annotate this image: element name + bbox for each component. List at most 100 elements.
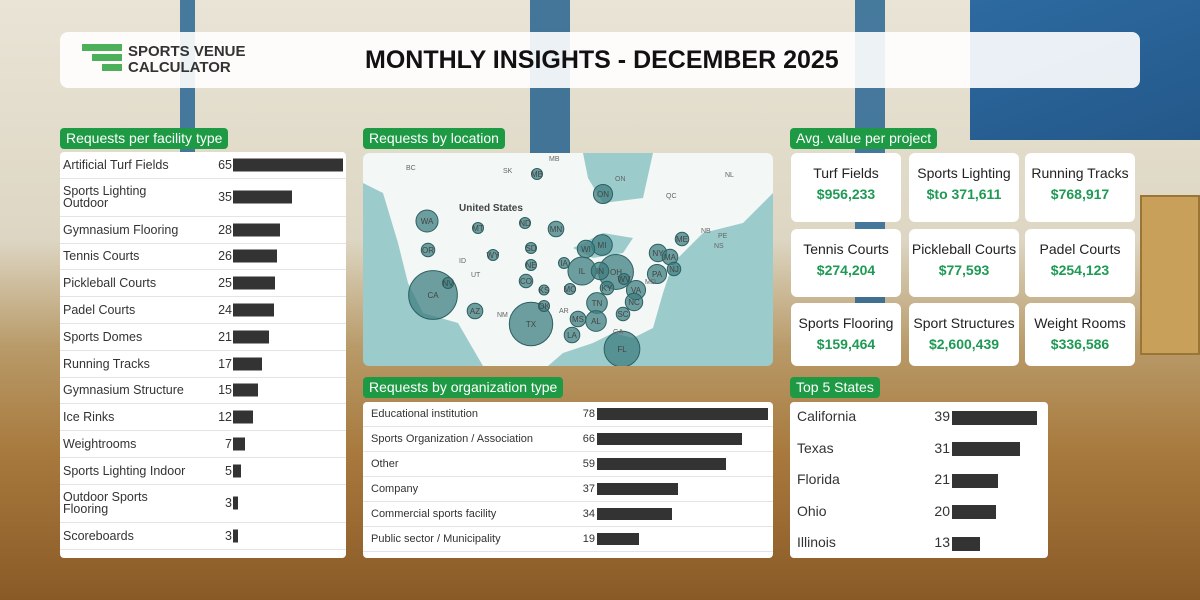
facility-label: Sports Lighting Indoor bbox=[63, 463, 186, 478]
map-bubble-mt[interactable] bbox=[471, 221, 485, 235]
org-label: Company bbox=[371, 483, 419, 495]
map-bubble-mb[interactable] bbox=[530, 167, 544, 181]
map-bubble-wv[interactable] bbox=[617, 272, 631, 286]
facility-section-title: Requests per facility type bbox=[60, 128, 229, 149]
state-count: 13 bbox=[934, 534, 950, 550]
list-item: California 39 bbox=[790, 402, 1048, 434]
map-bubble-or[interactable] bbox=[420, 242, 436, 258]
org-bar bbox=[597, 408, 768, 420]
map-bubble-wi[interactable] bbox=[576, 239, 596, 259]
org-bar bbox=[597, 483, 679, 495]
state-label: Ohio bbox=[797, 502, 827, 519]
map-bubble-wa[interactable] bbox=[415, 209, 439, 233]
map-bubble-ne[interactable] bbox=[524, 258, 538, 272]
location-section-title: Requests by location bbox=[363, 128, 505, 149]
map-bubble-label: MO bbox=[564, 285, 577, 294]
background-door bbox=[1140, 195, 1200, 355]
map-bubble-az[interactable] bbox=[466, 302, 484, 320]
avg-card-value: $77,593 bbox=[938, 262, 990, 278]
map-bubble-label: FL bbox=[617, 345, 627, 354]
facility-label: Pickleball Courts bbox=[63, 276, 157, 291]
avg-card-value: $336,586 bbox=[1050, 336, 1110, 352]
map-bubble-ia[interactable] bbox=[557, 256, 571, 270]
map-bubble-ok[interactable] bbox=[537, 299, 551, 313]
avg-card: Sport Structures $2,600,439 bbox=[909, 303, 1019, 366]
avg-section-title: Avg. value per project bbox=[790, 128, 938, 149]
states-list: California 39 Texas 31 Florida 21 Ohio 20 Illino… bbox=[790, 402, 1048, 558]
map-bubble-ms[interactable] bbox=[569, 310, 587, 328]
org-count: 66 bbox=[582, 433, 595, 445]
list-item: Commercial sports facility 34 bbox=[363, 502, 773, 527]
facility-count: 28 bbox=[218, 222, 232, 237]
map-bubble-wy[interactable] bbox=[486, 248, 500, 262]
list-item: Ice Rinks 12 bbox=[60, 404, 346, 432]
facility-bar bbox=[233, 529, 239, 543]
avg-card-name: Sports Lighting bbox=[917, 165, 1011, 181]
map-region-label: NB bbox=[701, 228, 711, 235]
facility-count: 3 bbox=[225, 496, 232, 511]
list-item: Weightrooms 7 bbox=[60, 431, 346, 458]
map-bubble-nc[interactable] bbox=[624, 292, 644, 312]
org-section-title: Requests by organization type bbox=[363, 377, 564, 398]
map-bubble-on[interactable] bbox=[592, 183, 614, 205]
map-bubble-tx[interactable] bbox=[508, 301, 554, 347]
state-count: 20 bbox=[934, 502, 950, 519]
map-bubble-label: VA bbox=[631, 286, 642, 295]
map-bubble-label: KY bbox=[602, 284, 613, 293]
facility-label: Sports Lighting Outdoor bbox=[63, 184, 147, 211]
map-bubble-mn[interactable] bbox=[547, 220, 565, 238]
facility-bar bbox=[233, 303, 274, 317]
list-item: Artificial Turf Fields 65 bbox=[60, 152, 346, 179]
map-region-label: MB bbox=[549, 156, 560, 163]
state-bar bbox=[952, 536, 981, 551]
org-count: 59 bbox=[582, 458, 595, 470]
location-map[interactable]: CA TX FL OH IL WA ON MI WI NY PA VA NC TN AL MN CO AZ LA MS… bbox=[363, 153, 773, 366]
map-bubble-sd[interactable] bbox=[524, 241, 538, 255]
facility-label: Gymnasium Flooring bbox=[63, 222, 179, 237]
map-region-label: NL bbox=[725, 172, 734, 179]
map-bubble-label: SD bbox=[525, 244, 536, 253]
facility-bar bbox=[233, 223, 281, 237]
facility-label: Sports Domes bbox=[63, 329, 143, 344]
map-bubble-ks[interactable] bbox=[538, 284, 550, 296]
list-item: Tennis Courts 26 bbox=[60, 244, 346, 271]
map-bubble-label: ON bbox=[597, 190, 609, 199]
header: SPORTS VENUE CALCULATOR MONTHLY INSIGHTS … bbox=[60, 32, 1140, 88]
map-bubble-label: OH bbox=[610, 268, 622, 277]
avg-card-name: Padel Courts bbox=[1039, 241, 1121, 257]
avg-card: Padel Courts $254,123 bbox=[1025, 229, 1135, 297]
map-bubble-label: TN bbox=[592, 299, 603, 308]
map-bubble-label: SC bbox=[617, 310, 628, 319]
facility-bar bbox=[233, 437, 245, 451]
avg-card-value: $2,600,439 bbox=[928, 336, 1000, 352]
map-bubble-fl[interactable] bbox=[603, 330, 641, 366]
avg-card-value: $to 371,611 bbox=[926, 186, 1002, 202]
state-count: 39 bbox=[934, 408, 950, 424]
map-bubble-nj[interactable] bbox=[666, 261, 682, 277]
map-bubble-sc[interactable] bbox=[615, 306, 631, 322]
facility-count: 7 bbox=[225, 437, 232, 452]
facility-bar bbox=[233, 410, 254, 424]
facility-count: 26 bbox=[218, 249, 232, 264]
map-bubble-mo[interactable] bbox=[563, 282, 577, 296]
list-item: Sports Lighting Indoor 5 bbox=[60, 458, 346, 485]
map-bubble-label: IA bbox=[560, 259, 568, 268]
map-bubble-ky[interactable] bbox=[599, 280, 615, 296]
map-bubble-nv[interactable] bbox=[441, 276, 455, 290]
list-item: Sports Lighting Outdoor 35 bbox=[60, 179, 346, 217]
map-bubble-label: MT bbox=[472, 224, 484, 233]
list-item: Company 37 bbox=[363, 477, 773, 502]
avg-card-value: $274,204 bbox=[816, 262, 876, 278]
avg-card-value: $768,917 bbox=[1050, 186, 1110, 202]
map-bubble-in[interactable] bbox=[590, 261, 610, 281]
map-bubble-pa[interactable] bbox=[646, 263, 668, 285]
map-bubble-co[interactable] bbox=[518, 273, 534, 289]
map-bubble-nd[interactable] bbox=[518, 216, 532, 230]
list-item: Texas 31 bbox=[790, 434, 1048, 466]
map-bubble-label: WY bbox=[487, 251, 501, 260]
map-bubble-label: OR bbox=[422, 246, 434, 255]
list-item: Public sector / Municipality 19 bbox=[363, 527, 773, 552]
map-bubble-la[interactable] bbox=[563, 326, 581, 344]
map-bubble-me[interactable] bbox=[674, 231, 690, 247]
map-region-label: QC bbox=[666, 193, 677, 200]
